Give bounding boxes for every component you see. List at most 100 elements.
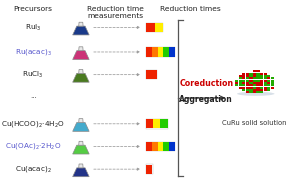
Bar [146,119,153,128]
Bar [253,84,256,87]
Bar [235,82,238,84]
Bar [256,84,260,87]
Bar [249,82,253,84]
Text: Cu(OAc)$_2$·2H$_2$O: Cu(OAc)$_2$·2H$_2$O [5,142,62,151]
Bar [235,80,238,82]
Bar [242,82,245,84]
Bar [146,23,163,32]
Text: Cu(acac)$_2$: Cu(acac)$_2$ [15,164,52,174]
Bar [249,75,253,77]
Bar [267,84,271,87]
Polygon shape [79,70,83,73]
Polygon shape [73,122,89,131]
Bar [253,89,256,91]
Bar [253,80,256,82]
Bar [249,84,253,87]
Polygon shape [73,168,89,177]
Bar [238,77,242,80]
Bar [264,84,267,87]
Text: Aggregation: Aggregation [179,95,233,105]
Bar [152,142,158,151]
Bar [146,70,157,79]
Bar [256,80,260,82]
Bar [271,82,274,84]
Ellipse shape [237,92,275,96]
Bar [256,77,260,80]
Bar [253,82,256,84]
Bar [246,87,249,89]
Bar [260,75,263,77]
Bar [260,73,263,75]
Bar [267,89,271,91]
Bar [264,89,267,91]
Bar [246,77,249,80]
Bar [238,87,242,89]
Bar [158,47,163,57]
Bar [271,87,274,89]
Bar [249,89,253,91]
Bar [260,91,263,94]
Bar [163,142,169,151]
Bar [242,87,245,89]
Text: Coreduction: Coreduction [179,79,233,88]
Bar [146,165,152,174]
Text: RuCl$_3$: RuCl$_3$ [23,70,44,80]
Bar [264,80,267,82]
Text: RuI$_3$: RuI$_3$ [25,22,42,33]
Text: CuRu solid solution: CuRu solid solution [222,120,287,126]
Bar [146,23,155,32]
Polygon shape [79,47,83,51]
Bar [163,47,169,57]
Bar [253,91,256,94]
Bar [169,142,175,151]
Bar [249,87,253,89]
Bar [264,82,267,84]
Bar [238,80,242,82]
Polygon shape [73,145,89,154]
Polygon shape [73,51,89,60]
Bar [271,80,274,82]
Bar [264,73,267,75]
Bar [271,77,274,80]
Bar [246,80,249,82]
Bar [253,73,256,75]
Bar [242,80,245,82]
Bar [260,84,263,87]
Bar [242,75,245,77]
Bar [264,77,267,80]
Polygon shape [79,164,83,168]
Bar [146,142,152,151]
Bar [242,89,245,91]
Bar [238,75,242,77]
Bar [235,84,238,87]
Text: ...: ... [30,187,37,189]
Bar [256,89,260,91]
Text: Reduction times: Reduction times [160,6,221,12]
Bar [260,89,263,91]
Bar [249,91,253,94]
Bar [256,75,260,77]
Bar [238,84,242,87]
Bar [267,82,271,84]
Bar [260,87,263,89]
Text: Precursors: Precursors [14,6,53,12]
Bar [256,73,260,75]
Bar [160,119,168,128]
Bar [169,47,175,57]
Bar [246,91,249,94]
Bar [264,87,267,89]
Bar [242,77,245,80]
Polygon shape [73,26,89,35]
Bar [260,82,263,84]
Bar [256,91,260,94]
Bar [246,84,249,87]
Bar [249,73,253,75]
Bar [155,23,163,32]
Text: Cu(HCOO)$_2$·4H$_2$O: Cu(HCOO)$_2$·4H$_2$O [1,119,65,129]
Bar [267,77,271,80]
Bar [249,80,253,82]
Text: Ru(acac)$_3$: Ru(acac)$_3$ [15,47,52,57]
Bar [238,82,242,84]
Bar [267,87,271,89]
Bar [256,87,260,89]
